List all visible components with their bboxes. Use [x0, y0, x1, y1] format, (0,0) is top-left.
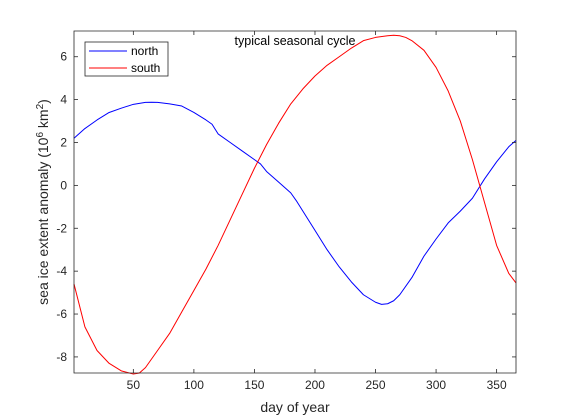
- x-axis-label: day of year: [260, 399, 330, 415]
- y-tick-label--6: -6: [56, 307, 67, 321]
- y-tick-label-0: 0: [60, 178, 67, 192]
- legend-north-label: north: [131, 44, 158, 58]
- y-tick-label--2: -2: [56, 221, 67, 235]
- series-line-north: [73, 101, 517, 305]
- y-axis-label-unit: km: [35, 109, 51, 132]
- y-ticks: -8 -6 -4 -2 0 2 4 6: [56, 50, 516, 364]
- y-tick-label-2: 2: [60, 135, 67, 149]
- y-tick-label--8: -8: [56, 350, 67, 364]
- chart-title: typical seasonal cycle: [235, 34, 356, 48]
- y-axis-label-unit-exponent: 2: [35, 103, 46, 109]
- x-tick-label-100: 100: [184, 378, 204, 392]
- axes-box: [73, 30, 517, 374]
- x-tick-label-200: 200: [305, 378, 325, 392]
- series-layer: [73, 34, 517, 375]
- x-ticks: 50 100 150 200 250 300 350: [127, 31, 507, 392]
- x-tick-label-50: 50: [127, 378, 141, 392]
- y-tick-label-4: 4: [60, 93, 67, 107]
- legend: north south: [84, 41, 169, 77]
- y-axis-label-main: sea ice extent anomaly (10: [35, 137, 51, 305]
- y-axis-label: sea ice extent anomaly (106 km2): [35, 99, 51, 305]
- series-line-south: [73, 34, 517, 375]
- plot-area: [74, 31, 516, 373]
- x-tick-label-350: 350: [487, 378, 507, 392]
- y-axis-label-close: ): [35, 99, 51, 104]
- legend-box: [84, 41, 169, 77]
- x-tick-label-150: 150: [244, 378, 264, 392]
- legend-south-label: south: [131, 61, 160, 75]
- y-tick-label-6: 6: [60, 50, 67, 64]
- y-axis-label-exponent: 6: [35, 132, 46, 138]
- y-tick-label--4: -4: [56, 264, 67, 278]
- x-tick-label-300: 300: [426, 378, 446, 392]
- x-tick-label-250: 250: [366, 378, 386, 392]
